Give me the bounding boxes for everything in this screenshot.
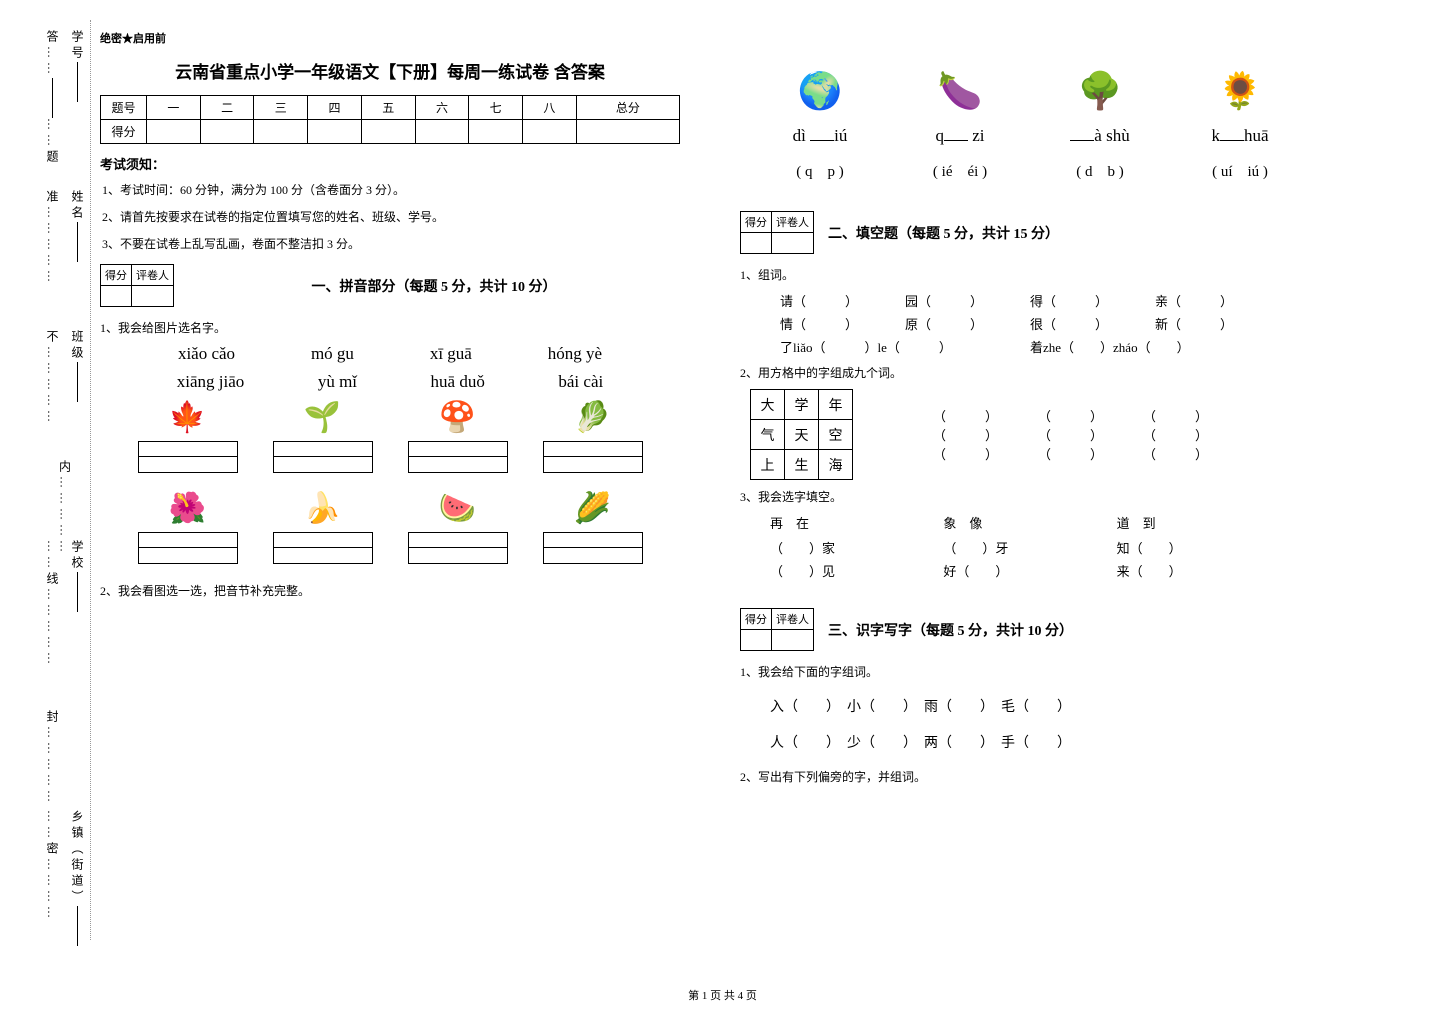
th: 三 [254, 96, 308, 120]
watermelon-icon: 🍉 [439, 491, 476, 526]
pinyin-row: xiǎo cǎo mó gu xī guā hóng yè [140, 344, 640, 364]
notice-item: 3、不要在试卷上乱写乱画，卷面不整洁扣 3 分。 [100, 235, 680, 252]
notice-title: 考试须知： [100, 154, 680, 173]
q3-2-text: 2、写出有下列偏旁的字，并组词。 [740, 768, 1320, 785]
margin-label: 班级 [69, 330, 86, 426]
paren-grid: （ ）（ ）（ ） （ ）（ ）（ ） （ ）（ ）（ ） [893, 406, 1208, 463]
word-pair: 入（ ） 小（ ） 雨（ ） 毛（ ） [770, 696, 1290, 716]
margin-label: 学校 [69, 540, 86, 668]
fill-row: 了liǎo（ ）le（ ） 着zhe（ ）zháo（ ） [780, 337, 1280, 356]
answer-grid [120, 532, 660, 564]
section-2-header: 得分评卷人 二、填空题（每题 5 分，共计 15 分） [740, 211, 1320, 254]
section-1-title: 一、拼音部分（每题 5 分，共计 10 分） [188, 276, 680, 296]
notice-item: 1、考试时间：60 分钟，满分为 100 分（含卷面分 3 分）。 [100, 181, 680, 198]
word-pair: 人（ ） 少（ ） 两（ ） 手（ ） [770, 732, 1290, 752]
margin-label: 准…………… [44, 190, 61, 286]
image-row: 🍁 🌱 🍄 🥬 [120, 400, 660, 435]
section-2-title: 二、填空题（每题 5 分，共计 15 分） [828, 223, 1059, 243]
q3-1-text: 1、我会给下面的字组词。 [740, 663, 1320, 680]
q2-3-text: 3、我会选字填空。 [740, 488, 1320, 505]
q1-2-text: 2、我会看图选一选，把音节补充完整。 [100, 582, 680, 599]
section-3-header: 得分评卷人 三、识字写字（每题 5 分，共计 10 分） [740, 608, 1320, 651]
notice-item: 2、请首先按要求在试卷的指定位置填写您的姓名、班级、学号。 [100, 208, 680, 225]
flower-icon: 🌺 [169, 491, 206, 526]
margin-label: 答…………题 [44, 30, 61, 166]
margin-label: 不…………… [44, 330, 61, 426]
th: 题号 [101, 96, 147, 120]
margin-label: 姓名 [69, 190, 86, 286]
th: 二 [200, 96, 254, 120]
th: 七 [469, 96, 523, 120]
eggplant-icon: 🍆 [900, 70, 1020, 112]
tree-icon: 🌳 [1040, 70, 1160, 112]
banana-icon: 🍌 [304, 491, 341, 526]
fill-row: 请（ ） 园（ ） 得（ ） 亲（ ） [780, 291, 1280, 310]
pinyin-row: xiāng jiāo yù mǐ huā duǒ bái cài [140, 372, 640, 392]
dotted-divider [90, 20, 91, 940]
binding-margin: 学号 答…………题 姓名 准…………… 班级 不…………… 内…………… 学校 … [40, 20, 90, 920]
char-grid: 大学年 气天空 上生海 [750, 389, 853, 480]
th: 八 [523, 96, 577, 120]
margin-label: 学号 [69, 30, 86, 166]
score-table: 题号 一 二 三 四 五 六 七 八 总分 得分 [100, 95, 680, 144]
section-1-header: 得分评卷人 一、拼音部分（每题 5 分，共计 10 分） [100, 264, 680, 307]
grass-icon: 🌱 [304, 400, 341, 435]
th: 五 [361, 96, 415, 120]
pinyin-item: 🌻 khuā ( uí iú ) [1180, 70, 1300, 181]
margin-label: ……线…………… [44, 540, 61, 668]
select-char: 再 在 （ ）家 （ ）见 象 像 （ ）牙 好（ ） 道 到 知（ ） 来（ … [770, 513, 1290, 584]
margin-label: ……密………… [44, 810, 61, 946]
confidential-label: 绝密★启用前 [100, 30, 680, 46]
pinyin-item: 🌍 dì iú ( q p ) [760, 70, 880, 181]
q2-1-text: 1、组词。 [740, 266, 1320, 283]
pinyin-images: 🌍 dì iú ( q p ) 🍆 q zi ( ié éi ) 🌳 à shù… [750, 70, 1310, 181]
margin-label: 乡镇（街道） [69, 810, 86, 946]
corn-icon: 🌽 [574, 491, 611, 526]
page-number: 第 1 页 共 4 页 [0, 987, 1445, 1003]
earth-icon: 🌍 [760, 70, 880, 112]
margin-label [69, 710, 86, 806]
image-row: 🌺 🍌 🍉 🌽 [120, 491, 660, 526]
pinyin-item: 🌳 à shù ( d b ) [1040, 70, 1160, 181]
sunflower-icon: 🌻 [1180, 70, 1300, 112]
td: 得分 [101, 120, 147, 144]
answer-grid [120, 441, 660, 473]
leaf-icon: 🍁 [169, 400, 206, 435]
pinyin-item: 🍆 q zi ( ié éi ) [900, 70, 1020, 181]
fill-row: 情（ ） 原（ ） 很（ ） 新（ ） [780, 314, 1280, 333]
th: 六 [415, 96, 469, 120]
mushroom-icon: 🍄 [439, 400, 476, 435]
q2-2-text: 2、用方格中的字组成九个词。 [740, 364, 1320, 381]
right-column: 🌍 dì iú ( q p ) 🍆 q zi ( ié éi ) 🌳 à shù… [740, 30, 1320, 793]
section-3-title: 三、识字写字（每题 5 分，共计 10 分） [828, 620, 1073, 640]
cabbage-icon: 🥬 [574, 400, 611, 435]
margin-label: 封…………… [44, 710, 61, 806]
char-grid-row: 大学年 气天空 上生海 （ ）（ ）（ ） （ ）（ ）（ ） （ ）（ ）（ … [750, 389, 1310, 480]
exam-title: 云南省重点小学一年级语文【下册】每周一练试卷 含答案 [100, 58, 680, 83]
th: 四 [308, 96, 362, 120]
th: 一 [147, 96, 201, 120]
left-column: 绝密★启用前 云南省重点小学一年级语文【下册】每周一练试卷 含答案 题号 一 二… [100, 30, 680, 793]
q1-1-text: 1、我会给图片选名字。 [100, 319, 680, 336]
th: 总分 [576, 96, 679, 120]
